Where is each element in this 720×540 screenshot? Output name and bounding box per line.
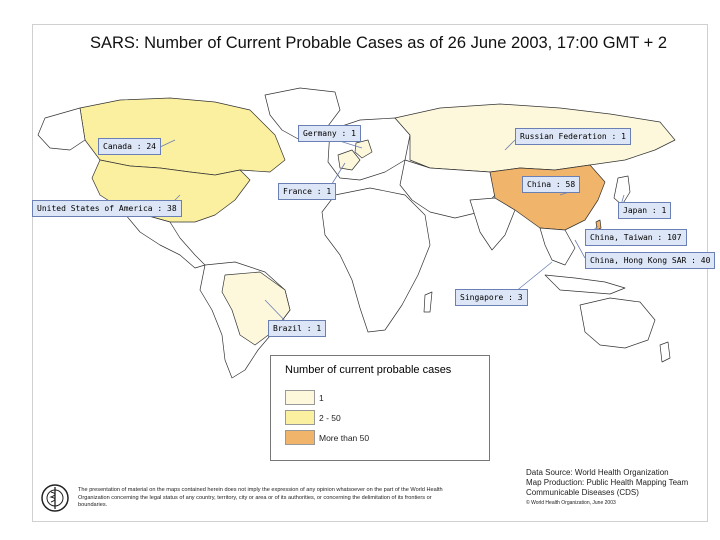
disclaimer-text: The presentation of material on the maps… — [78, 487, 443, 508]
callout-hongkong: China, Hong Kong SAR : 40 — [585, 252, 716, 269]
indonesia — [544, 274, 626, 295]
legend-item-3: More than 50 — [285, 430, 369, 445]
source-line-2: Map Production: Public Health Mapping Te… — [526, 478, 689, 487]
legend-swatch-2 — [285, 410, 315, 425]
callout-usa: United States of America : 38 — [32, 200, 182, 217]
callout-france: France : 1 — [278, 183, 337, 200]
source-line-3: Communicable Diseases (CDS) — [526, 488, 639, 497]
who-emblem-icon — [41, 484, 69, 512]
legend-label-1: 1 — [319, 392, 324, 403]
legend-swatch-1 — [285, 390, 315, 405]
source-line-1: Data Source: World Health Organization — [526, 468, 669, 477]
callout-brazil: Brazil : 1 — [268, 320, 327, 337]
map-title: SARS: Number of Current Probable Cases a… — [90, 34, 668, 52]
callout-taiwan: China, Taiwan : 107 — [585, 229, 687, 246]
legend-item-1: 1 — [285, 390, 324, 405]
legend-swatch-3 — [285, 430, 315, 445]
callout-canada: Canada : 24 — [98, 138, 161, 155]
leader-singapore — [514, 261, 553, 293]
legend: Number of current probable cases 1 2 - 5… — [270, 355, 490, 461]
africa — [321, 187, 431, 333]
legend-label-3: More than 50 — [319, 432, 370, 443]
callout-china: China : 58 — [522, 176, 581, 193]
alaska — [37, 107, 86, 151]
legend-item-2: 2 - 50 — [285, 410, 341, 425]
australia — [579, 297, 656, 349]
callout-germany: Germany : 1 — [298, 125, 361, 142]
legend-title: Number of current probable cases — [285, 364, 452, 376]
callout-japan: Japan : 1 — [618, 202, 672, 219]
germany — [354, 139, 373, 159]
callout-russia: Russian Federation : 1 — [515, 128, 631, 145]
source-line-4: © World Health Organization, June 2003 — [526, 500, 616, 506]
data-source: Data Source: World Health Organization M… — [526, 468, 688, 508]
legend-label-2: 2 - 50 — [319, 412, 341, 423]
new-zealand — [659, 341, 671, 363]
madagascar — [423, 291, 433, 313]
callout-singapore: Singapore : 3 — [455, 289, 528, 306]
southeast-asia — [539, 227, 576, 266]
japan — [613, 175, 631, 206]
leader-hongkong — [574, 239, 586, 259]
leader-russia — [504, 139, 516, 151]
